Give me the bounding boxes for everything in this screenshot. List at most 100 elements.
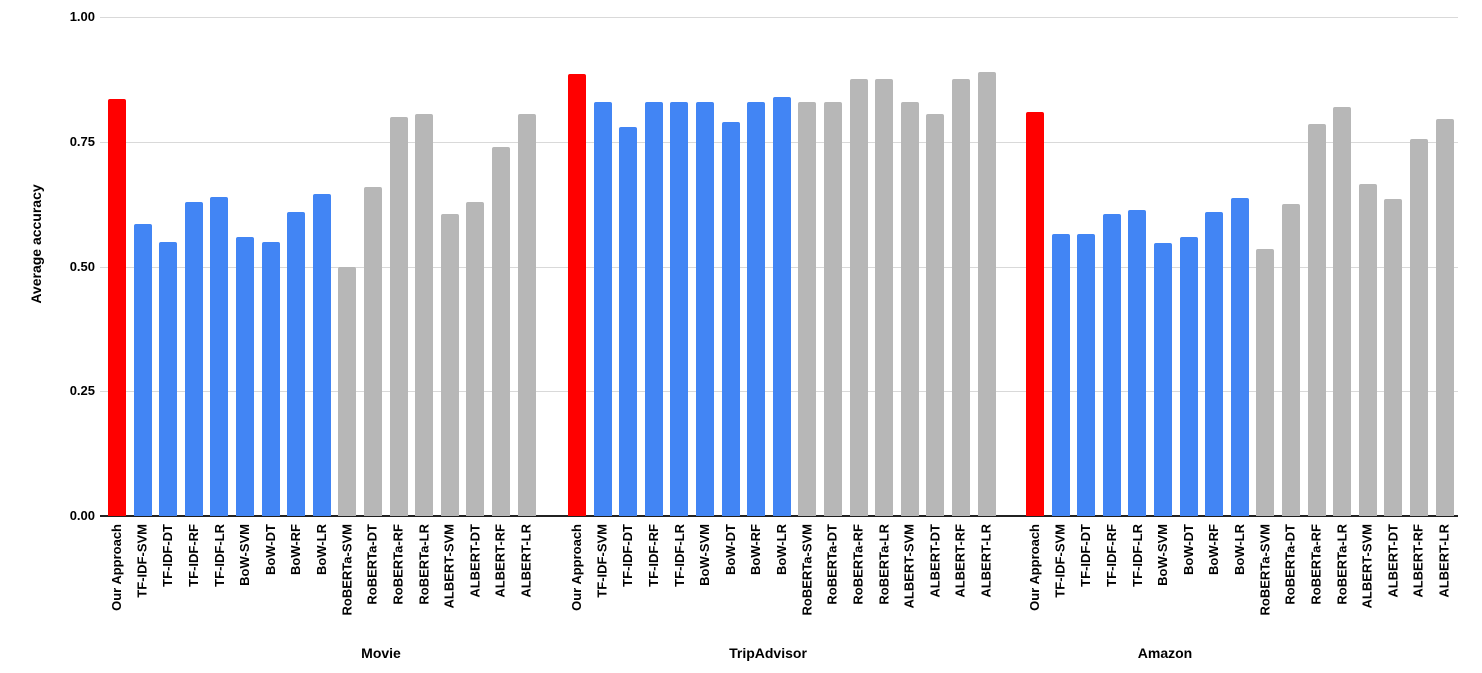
x-tick-label: RoBERTa-DT	[1283, 524, 1298, 605]
bar-amazon-bow-dt	[1179, 236, 1198, 516]
x-tick-label: RoBERTa-LR	[1334, 524, 1350, 605]
bar-amazon-roberta-lr	[1333, 106, 1352, 516]
bar-movie-roberta-svm	[338, 266, 357, 516]
bar-amazon-roberta-rf	[1307, 124, 1326, 516]
bar-amazon-bow-rf	[1205, 211, 1224, 516]
group-label-tripadvisor: TripAdvisor	[729, 645, 807, 661]
bar-tripadvisor-tf-idf-lr	[670, 101, 689, 516]
x-tick-label: TF-IDF-DT	[620, 524, 636, 587]
x-tick-label: RoBERTa-SVM	[799, 524, 815, 616]
bar-amazon-tf-idf-rf	[1102, 214, 1121, 516]
bar-tripadvisor-bow-dt	[721, 121, 740, 516]
bar-tripadvisor-tf-idf-rf	[644, 101, 663, 516]
bar-amazon-tf-idf-dt	[1077, 234, 1096, 516]
bar-tripadvisor-roberta-rf	[849, 79, 868, 516]
x-tick-label: BoW-RF	[748, 524, 764, 575]
x-tick-label: ALBERT-DT	[927, 524, 943, 598]
x-tick-label: ALBERT-SVM	[1359, 524, 1375, 609]
x-tick-label: RoBERTa-RF	[850, 524, 866, 605]
bar-tripadvisor-our-approach	[568, 74, 586, 516]
bar-amazon-albert-rf	[1410, 139, 1428, 516]
x-tick-label: Our Approach	[1027, 524, 1042, 611]
bar-tripadvisor-tf-idf-svm	[593, 101, 612, 516]
x-tick-label: ALBERT-SVM	[901, 524, 917, 609]
bar-movie-albert-svm	[440, 214, 459, 516]
bar-tripadvisor-albert-dt	[926, 114, 945, 516]
group-label-amazon: Amazon	[1137, 645, 1193, 661]
x-tick-label: TF-IDF-DT	[1078, 524, 1094, 587]
x-tick-label: TF-IDF-DT	[160, 524, 176, 587]
x-tick-label: BoW-RF	[1206, 524, 1222, 575]
bar-movie-bow-svm	[236, 236, 254, 516]
bar-movie-tf-idf-dt	[159, 241, 178, 516]
bar-tripadvisor-roberta-svm	[798, 101, 817, 516]
bar-amazon-albert-dt	[1384, 199, 1403, 516]
x-tick-label: TF-IDF-RF	[645, 524, 661, 587]
bar-amazon-roberta-svm	[1256, 249, 1275, 516]
bar-movie-albert-lr	[517, 114, 536, 516]
x-tick-label: BoW-SVM	[697, 524, 712, 586]
x-tick-label: TF-IDF-LR	[1129, 524, 1145, 587]
x-tick-label: Our Approach	[569, 524, 584, 611]
y-tick-label: 1.00	[69, 9, 95, 24]
x-tick-label: Our Approach	[109, 524, 124, 611]
bar-movie-roberta-lr	[415, 114, 434, 516]
y-gridline	[100, 17, 1458, 18]
x-tick-label: TF-IDF-SVM	[594, 524, 610, 598]
x-tick-label: RoBERTa-SVM	[1257, 524, 1273, 616]
bar-tripadvisor-bow-svm	[696, 101, 714, 516]
bar-amazon-albert-svm	[1358, 184, 1377, 516]
bar-tripadvisor-albert-lr	[977, 71, 996, 516]
bar-movie-tf-idf-rf	[184, 201, 203, 516]
x-tick-label: RoBERTa-RF	[1308, 524, 1324, 605]
bar-amazon-roberta-dt	[1282, 204, 1300, 516]
bar-movie-roberta-dt	[364, 186, 382, 516]
x-tick-label: BoW-DT	[262, 524, 278, 575]
x-tick-label: ALBERT-RF	[1411, 524, 1426, 598]
x-tick-label: BoW-SVM	[237, 524, 252, 586]
y-tick-label: 0.00	[69, 508, 95, 523]
x-tick-label: ALBERT-SVM	[441, 524, 457, 609]
x-tick-label: ALBERT-LR	[978, 524, 994, 598]
bar-tripadvisor-tf-idf-dt	[619, 126, 638, 516]
bar-movie-albert-dt	[466, 201, 485, 516]
y-axis-title: Average accuracy	[28, 184, 44, 304]
x-tick-label: TF-IDF-LR	[211, 524, 227, 587]
y-tick-label: 0.50	[69, 258, 95, 274]
x-tick-label: BoW-SVM	[1155, 524, 1170, 586]
bar-movie-tf-idf-lr	[210, 196, 229, 516]
bar-amazon-tf-idf-lr	[1128, 210, 1147, 516]
x-tick-label: BoW-LR	[773, 524, 789, 575]
bar-movie-roberta-rf	[389, 116, 408, 516]
bar-tripadvisor-bow-lr	[772, 96, 791, 516]
bar-movie-our-approach	[108, 99, 126, 516]
x-tick-label: RoBERTa-DT	[825, 524, 840, 605]
x-tick-label: ALBERT-LR	[1436, 524, 1452, 598]
x-tick-label: RoBERTa-RF	[390, 524, 406, 605]
x-tick-label: BoW-LR	[1231, 524, 1247, 575]
bar-amazon-albert-lr	[1435, 119, 1454, 516]
bar-movie-bow-lr	[312, 194, 331, 516]
x-tick-label: TF-IDF-RF	[185, 524, 201, 587]
x-tick-label: TF-IDF-SVM	[1052, 524, 1068, 598]
bar-tripadvisor-albert-rf	[952, 79, 970, 516]
bar-tripadvisor-roberta-dt	[824, 101, 842, 516]
x-tick-label: BoW-DT	[1180, 524, 1196, 575]
y-tick-label: 0.75	[69, 133, 95, 149]
plot-area	[100, 17, 1458, 517]
x-tick-label: BoW-LR	[313, 524, 329, 575]
x-tick-label: ALBERT-DT	[1385, 524, 1401, 598]
x-tick-label: ALBERT-RF	[493, 524, 508, 598]
x-tick-label: RoBERTa-SVM	[339, 524, 355, 616]
bar-movie-tf-idf-svm	[133, 224, 152, 516]
x-tick-label: ALBERT-DT	[467, 524, 483, 598]
x-tick-label: RoBERTa-LR	[416, 524, 432, 605]
x-tick-label: RoBERTa-DT	[365, 524, 380, 605]
bar-movie-bow-rf	[287, 211, 306, 516]
group-label-movie: Movie	[361, 645, 401, 661]
bar-amazon-bow-svm	[1154, 242, 1172, 516]
bar-tripadvisor-bow-rf	[747, 101, 766, 516]
bar-movie-bow-dt	[261, 241, 280, 516]
bar-amazon-tf-idf-svm	[1051, 234, 1070, 516]
